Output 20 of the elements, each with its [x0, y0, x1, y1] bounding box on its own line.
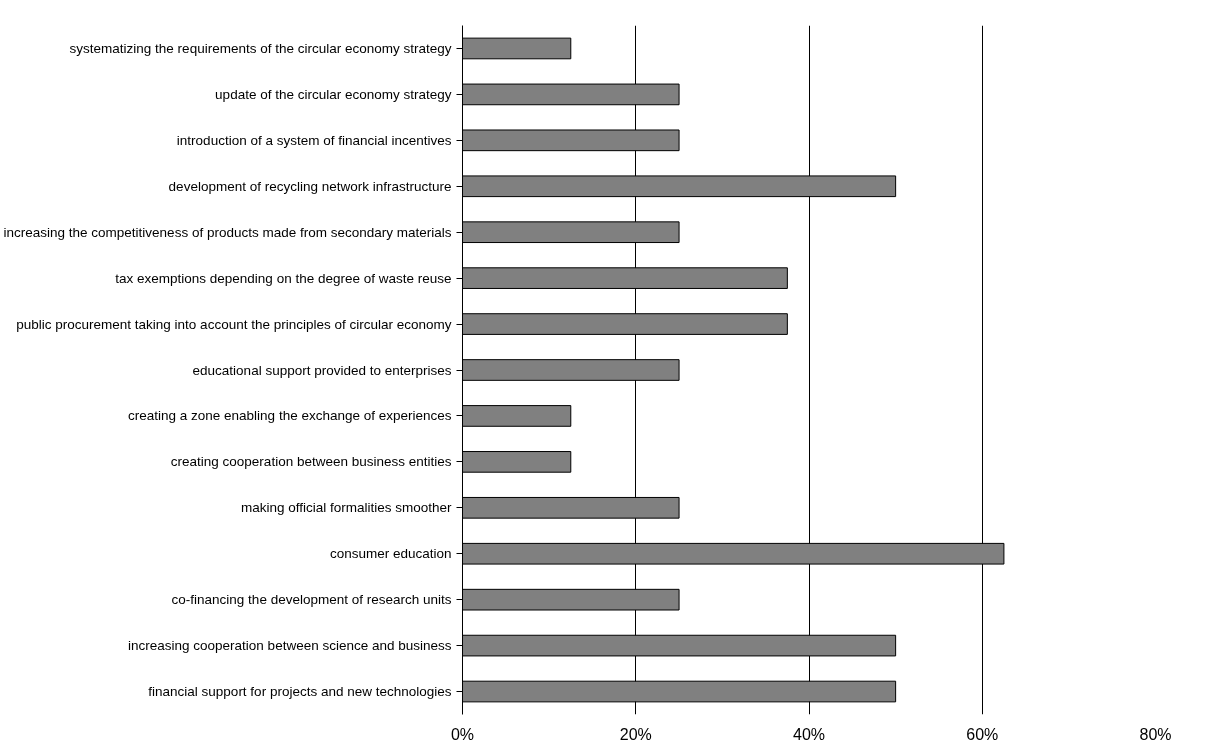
y-tick-label: increasing the competitiveness of products made from secondary materials — [3, 224, 452, 240]
y-tick-label: creating a zone enabling the exchange of experiences — [128, 408, 452, 424]
x-tick-label: 0% — [450, 725, 475, 743]
x-tick-label: 20% — [619, 725, 652, 743]
y-tick-label: consumer education — [329, 546, 452, 562]
y-tick-label: creating cooperation between business entities — [170, 454, 452, 470]
y-tick-label: financial support for projects and new technologies — [148, 684, 452, 700]
y-tick-label: tax exemptions depending on the degree of waste reuse — [115, 270, 452, 286]
y-tick-label: update of the circular economy strategy — [215, 86, 452, 102]
y-tick-label: development of recycling network infrastructure — [168, 178, 452, 194]
x-tick-label: 60% — [966, 725, 999, 743]
y-tick-label: public procurement taking into account the principles of circular economy — [16, 316, 452, 332]
y-tick-label: increasing cooperation between science and business — [128, 638, 452, 654]
x-tick-label: 80% — [1139, 725, 1172, 743]
y-tick-label: making official formalities smoother — [240, 500, 452, 516]
y-tick-label: co-financing the development of research units — [171, 592, 452, 608]
y-tick-label: systematizing the requirements of the circular economy strategy — [69, 40, 452, 56]
x-tick-label: 40% — [792, 725, 826, 743]
y-tick-label: educational support provided to enterprises — [192, 362, 452, 378]
y-tick-label: introduction of a system of financial incentives — [176, 132, 452, 148]
